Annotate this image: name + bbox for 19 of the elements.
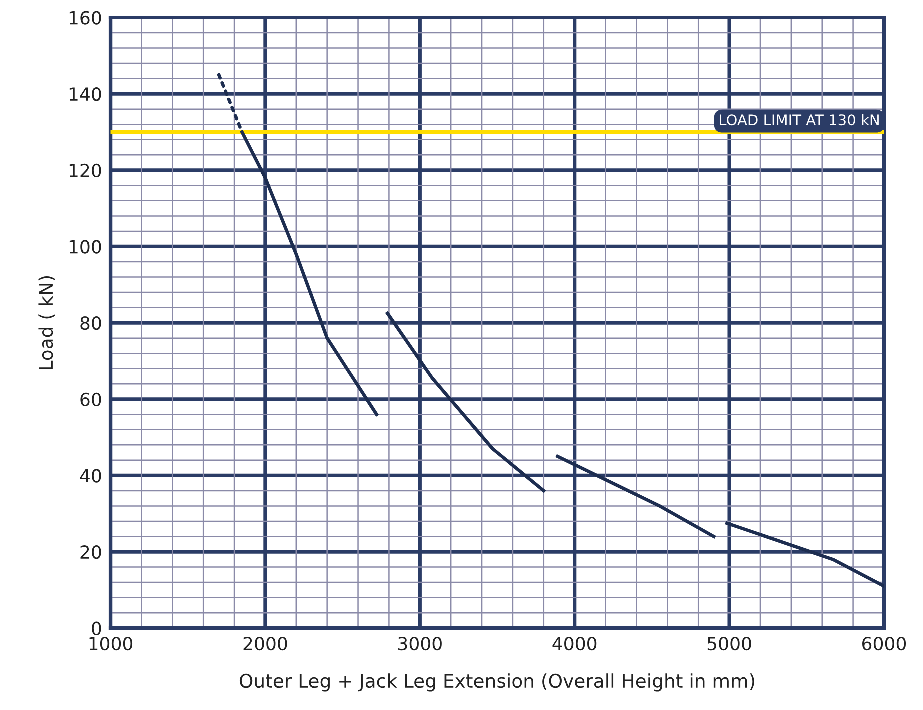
y-tick-label: 60 <box>80 392 102 406</box>
x-tick-label: 1000 <box>90 637 133 651</box>
y-tick-label: 0 <box>92 622 102 636</box>
y-tick-label: 160 <box>70 11 102 25</box>
y-tick-label: 120 <box>70 164 102 178</box>
x-tick-label: 5000 <box>708 637 752 651</box>
x-tick-label: 3000 <box>398 637 442 651</box>
line-series <box>386 312 546 493</box>
y-tick-label: 80 <box>80 316 102 330</box>
y-tick-label: 100 <box>70 240 102 254</box>
x-tick-label: 4000 <box>552 637 597 651</box>
y-tick-label: 20 <box>80 545 102 560</box>
x-tick-label: 6000 <box>862 637 906 651</box>
y-tick-label: 40 <box>80 469 102 483</box>
x-axis-title: Outer Leg + Jack Leg Extension (Overall Height in mm) <box>240 674 754 692</box>
y-tick-label: 140 <box>70 88 102 102</box>
x-tick-label: 2000 <box>244 637 288 651</box>
ref-line-label: LOAD LIMIT AT 130 kN <box>720 114 879 126</box>
y-axis-title: Load ( kN) <box>38 276 56 370</box>
